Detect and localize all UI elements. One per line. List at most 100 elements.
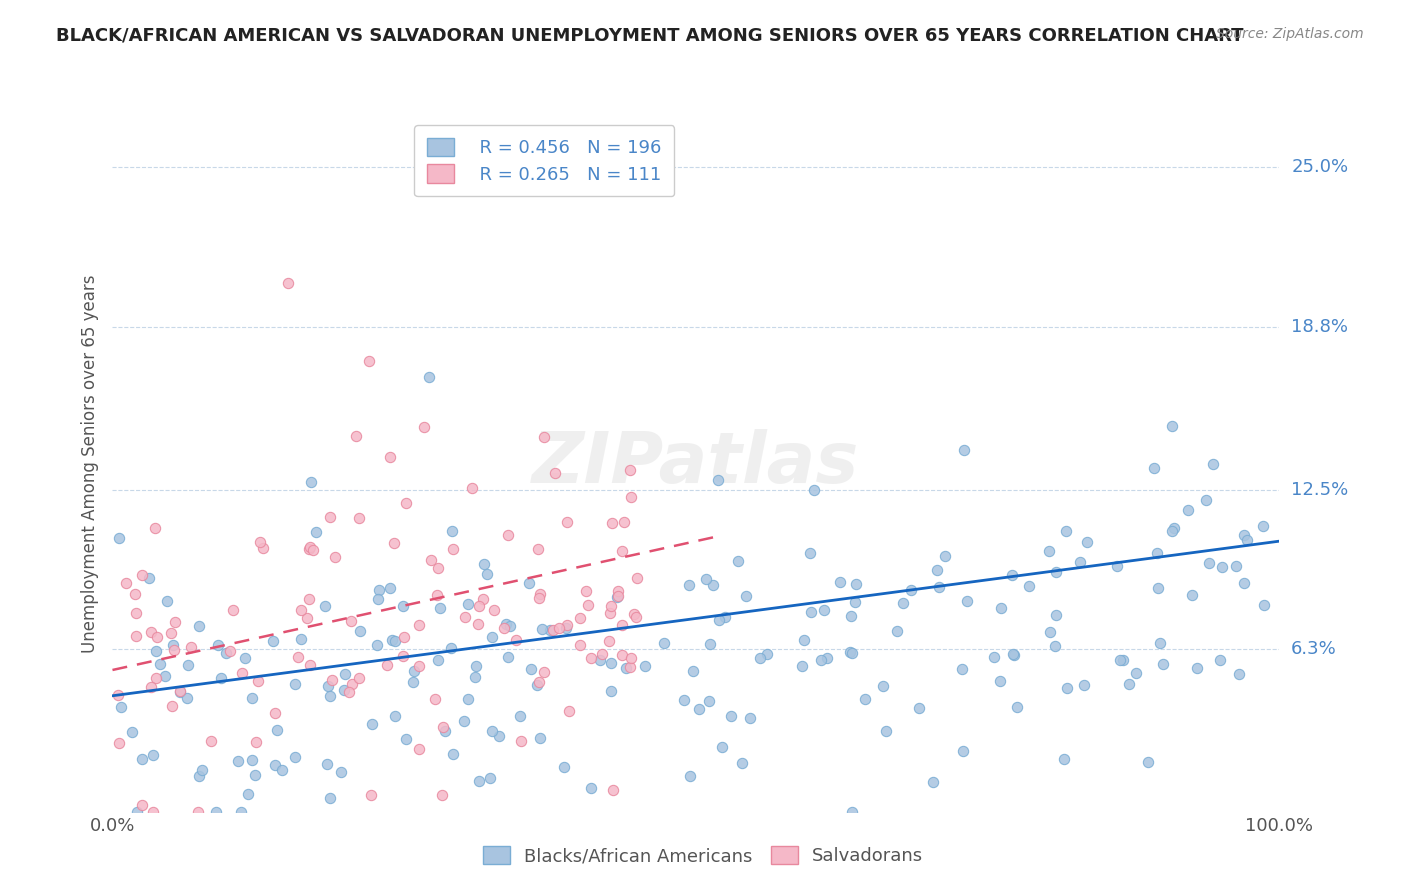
Point xyxy=(488,729,510,743)
Point xyxy=(634,659,657,673)
Point xyxy=(160,699,183,714)
Point xyxy=(468,774,491,789)
Legend:   R = 0.456   N = 196,   R = 0.265   N = 111: R = 0.456 N = 196, R = 0.265 N = 111 xyxy=(415,125,675,196)
Point xyxy=(1001,568,1024,582)
Point xyxy=(607,589,630,603)
Point xyxy=(384,634,406,648)
Point xyxy=(886,624,908,639)
Point xyxy=(287,650,309,665)
Point xyxy=(108,531,131,545)
Point xyxy=(252,541,274,555)
Point xyxy=(529,674,551,689)
Point xyxy=(1053,752,1076,766)
Point xyxy=(623,607,645,621)
Point xyxy=(983,649,1005,664)
Point xyxy=(1198,557,1220,571)
Point xyxy=(314,599,336,613)
Legend: Blacks/African Americans, Salvadorans: Blacks/African Americans, Salvadorans xyxy=(474,837,932,874)
Point xyxy=(395,496,418,510)
Point xyxy=(247,674,270,689)
Point xyxy=(799,546,821,560)
Point xyxy=(266,723,288,737)
Point xyxy=(468,599,491,614)
Point xyxy=(404,664,426,678)
Point xyxy=(368,583,391,598)
Point xyxy=(1149,636,1171,650)
Point xyxy=(191,763,214,777)
Point xyxy=(180,640,202,654)
Point xyxy=(160,626,183,640)
Point xyxy=(323,549,346,564)
Point xyxy=(163,642,186,657)
Point xyxy=(464,670,486,684)
Point xyxy=(125,805,148,819)
Point xyxy=(526,678,548,692)
Point xyxy=(131,798,153,813)
Point xyxy=(142,805,165,819)
Point xyxy=(426,653,449,667)
Point xyxy=(1194,492,1216,507)
Point xyxy=(382,535,405,549)
Point xyxy=(349,624,371,639)
Point xyxy=(734,589,756,603)
Point xyxy=(1056,681,1078,695)
Point xyxy=(496,528,519,542)
Point xyxy=(555,621,578,635)
Point xyxy=(1105,559,1128,574)
Point xyxy=(790,659,813,673)
Point xyxy=(457,597,479,611)
Point xyxy=(578,598,600,612)
Point xyxy=(384,709,406,723)
Point xyxy=(620,651,643,665)
Point xyxy=(509,733,531,747)
Point xyxy=(107,688,129,702)
Point xyxy=(146,631,169,645)
Point xyxy=(1005,700,1028,714)
Point xyxy=(1143,460,1166,475)
Point xyxy=(141,680,163,694)
Point xyxy=(1177,503,1199,517)
Point xyxy=(392,631,415,645)
Point xyxy=(169,685,191,699)
Point xyxy=(557,705,579,719)
Point xyxy=(240,691,263,706)
Point xyxy=(233,650,256,665)
Point xyxy=(467,617,489,632)
Point xyxy=(1108,653,1130,667)
Point xyxy=(606,583,628,598)
Point xyxy=(520,662,543,676)
Point xyxy=(215,646,238,660)
Point xyxy=(672,693,695,707)
Point xyxy=(1069,555,1091,569)
Point xyxy=(335,666,357,681)
Point xyxy=(599,606,621,620)
Point xyxy=(602,783,624,797)
Y-axis label: Unemployment Among Seniors over 65 years: Unemployment Among Seniors over 65 years xyxy=(80,275,98,653)
Point xyxy=(316,679,339,693)
Point xyxy=(1118,677,1140,691)
Point xyxy=(678,578,700,592)
Point xyxy=(290,603,312,617)
Point xyxy=(298,591,321,606)
Point xyxy=(620,490,643,504)
Point xyxy=(517,575,540,590)
Point xyxy=(803,483,825,497)
Point xyxy=(538,623,561,637)
Point xyxy=(360,789,382,803)
Point xyxy=(418,369,440,384)
Point xyxy=(1180,588,1202,602)
Point xyxy=(600,599,623,613)
Point xyxy=(907,701,929,715)
Point xyxy=(115,575,138,590)
Point xyxy=(533,430,555,444)
Point xyxy=(1160,419,1182,434)
Point xyxy=(461,481,484,495)
Point xyxy=(1073,678,1095,692)
Point xyxy=(441,541,464,556)
Point xyxy=(553,760,575,774)
Point xyxy=(176,690,198,705)
Point xyxy=(454,610,477,624)
Point xyxy=(875,724,897,739)
Point xyxy=(270,764,292,778)
Point xyxy=(472,557,495,571)
